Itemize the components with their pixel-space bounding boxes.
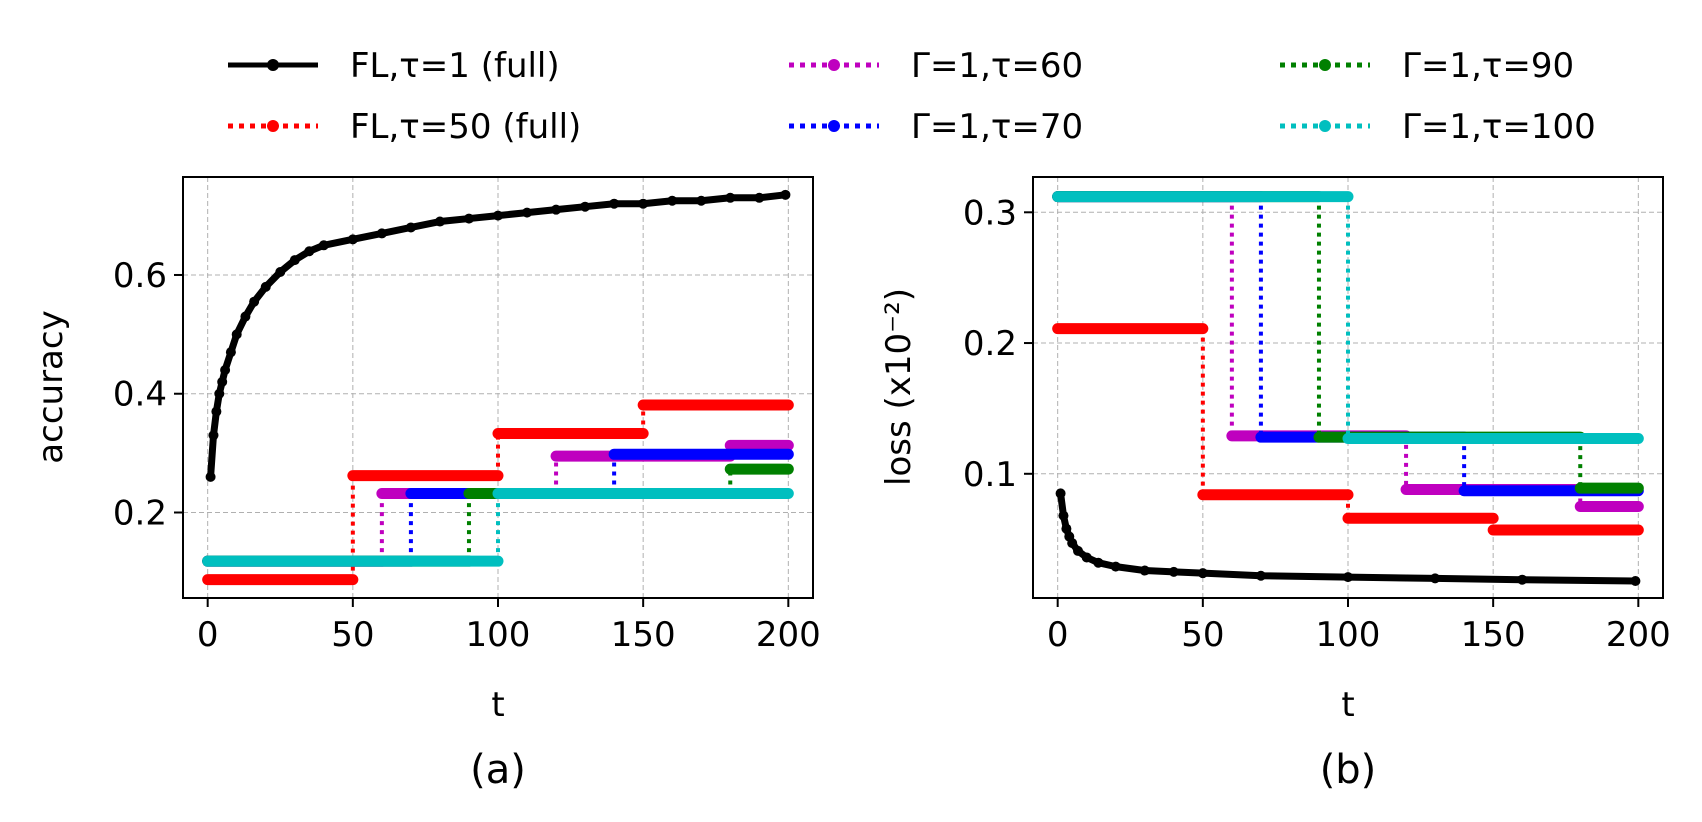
series-a-fl-1-full-point-15 [347, 234, 358, 245]
series-a-fl-1-full-point-6 [225, 347, 236, 358]
legend-1-70-marker [828, 120, 840, 132]
series-a-fl-1-full-point-17 [405, 222, 416, 233]
legend: FL,τ=1 (full) FL,τ=50 (full) Γ=1,τ=60 Γ=1,τ… [228, 46, 1596, 147]
series-b-fl-1-full-point-15 [1517, 574, 1528, 585]
series-a-fl-1-full-point-8 [240, 311, 251, 322]
ytick-label-b-1: 0.2 [963, 324, 1017, 364]
series-a-fl-1-full-point-0 [205, 471, 216, 482]
series-a-fl-1-full-point-4 [217, 376, 228, 387]
series-a-fl-1-full-point-11 [275, 267, 286, 278]
series-b-fl-1-full-point-2 [1061, 523, 1072, 534]
series-a-fl-1-full-point-30 [780, 189, 791, 200]
series-b-fl-1-full-point-14 [1430, 573, 1441, 584]
series-a-fl-1-full-point-16 [376, 228, 387, 239]
series-b-fl-1-full-point-5 [1073, 545, 1083, 556]
series-a-fl-1-full-point-18 [434, 216, 445, 227]
xlabel-a: t [491, 685, 504, 725]
xtick-label-a-150: 150 [611, 615, 676, 655]
series-a-fl-1-full-point-19 [463, 213, 474, 224]
legend-fl-50-full-marker [267, 120, 279, 132]
series-a-fl-1-full-point-21 [522, 207, 533, 218]
series-a-fl-1-full-point-10 [260, 281, 271, 292]
series-b-fl-1-full-point-13 [1343, 572, 1353, 583]
series-a-fl-1-full-point-14 [318, 240, 329, 251]
series-a-fl-1-full-point-26 [667, 195, 678, 206]
series-b-fl-1-full-point-8 [1110, 561, 1121, 572]
series-a-fl-1-full-point-3 [214, 388, 225, 399]
legend-fl-1-full-marker [267, 59, 279, 71]
series-a-fl-1-full-point-20 [493, 210, 503, 221]
series-a-fl-1-full-point-28 [725, 192, 736, 203]
series-b-fl-1-full-point-16 [1630, 576, 1641, 587]
series-a-fl-1-full-point-13 [304, 246, 315, 257]
legend-1-60-label: Γ=1,τ=60 [911, 46, 1083, 86]
legend-fl-1-full-label: FL,τ=1 (full) [350, 46, 560, 86]
series-b-fl-1-full-point-4 [1067, 538, 1078, 549]
ytick-label-a-0: 0.2 [113, 493, 167, 533]
series-a-fl-1-full-point-5 [220, 364, 231, 375]
series-a-fl-1-full-point-9 [249, 296, 260, 307]
plot-area-a: 0 50 100 150 200 0.2 0.4 0.6 [113, 177, 821, 655]
xtick-label-b-200: 200 [1606, 615, 1671, 655]
plot-area-b: 0 50 100 150 200 0.1 0.2 0.3 [963, 177, 1671, 655]
xtick-label-a-0: 0 [197, 615, 219, 655]
series-a-fl-1-full-point-12 [289, 255, 300, 266]
xlabel-b: t [1341, 685, 1354, 725]
legend-1-90-label: Γ=1,τ=90 [1402, 46, 1574, 86]
legend-1-60-marker [828, 59, 840, 71]
series-a-fl-1-full-point-24 [609, 198, 620, 209]
series-b-fl-1-full-point-0 [1055, 488, 1066, 499]
series-a-fl-1-full-point-7 [231, 329, 242, 340]
axes-frame-b [1032, 176, 1664, 599]
ylabel-a: accuracy [31, 310, 71, 463]
series-a-fl-1-full-point-1 [208, 430, 219, 441]
caption-a: (a) [470, 747, 526, 793]
legend-1-100-label: Γ=1,τ=100 [1402, 107, 1596, 147]
series-b-fl-1-full-point-6 [1081, 552, 1092, 563]
xtick-label-b-100: 100 [1316, 615, 1381, 655]
series-a-fl-1-full-point-25 [638, 198, 649, 209]
xtick-label-a-200: 200 [756, 615, 821, 655]
panel-b-loss: 0 50 100 150 200 0.1 0.2 0.3 t loss (x10⁻²) (b) [879, 176, 1671, 793]
series-b-fl-1-full-point-1 [1058, 510, 1069, 521]
series-b-fl-1-full-point-7 [1093, 557, 1104, 568]
xtick-label-b-50: 50 [1181, 615, 1224, 655]
series-b-fl-1-full-point-12 [1255, 570, 1266, 581]
legend-fl-50-full-label: FL,τ=50 (full) [350, 107, 581, 147]
series-b-fl-1-full-point-10 [1168, 566, 1179, 577]
ytick-label-b-2: 0.3 [963, 193, 1017, 233]
ytick-label-b-0: 0.1 [963, 455, 1017, 495]
series-b-fl-1-full-point-9 [1139, 565, 1150, 576]
series-a-fl-1-full-point-27 [696, 195, 707, 206]
xtick-label-b-150: 150 [1461, 615, 1526, 655]
panel-a-accuracy: 0 50 100 150 200 0.2 0.4 0.6 t accuracy (a) [31, 176, 821, 793]
legend-1-90-marker [1319, 59, 1331, 71]
ylabel-b: loss (x10⁻²) [879, 288, 919, 486]
caption-b: (b) [1320, 747, 1377, 793]
series-b-fl-1-full-point-11 [1197, 568, 1208, 579]
xtick-label-b-0: 0 [1047, 615, 1069, 655]
series-a-fl-1-full-point-29 [754, 192, 765, 203]
series-a-fl-1-full-point-22 [551, 204, 562, 215]
series-a-fl-1-full-point-23 [580, 201, 591, 212]
ytick-label-a-2: 0.6 [113, 256, 167, 296]
axes-frame-a [182, 176, 814, 599]
legend-1-100-marker [1319, 120, 1331, 132]
series-a-fl-1-full-point-2 [211, 406, 222, 417]
xtick-label-a-50: 50 [331, 615, 374, 655]
legend-1-70-label: Γ=1,τ=70 [911, 107, 1083, 147]
ytick-label-a-1: 0.4 [113, 375, 167, 415]
xtick-label-a-100: 100 [466, 615, 531, 655]
